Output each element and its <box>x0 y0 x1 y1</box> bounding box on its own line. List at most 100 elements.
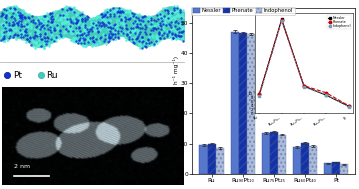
Point <box>61 31 66 34</box>
Point <box>80 33 85 36</box>
Point <box>4 11 10 14</box>
Point <box>107 9 113 12</box>
Circle shape <box>0 12 5 41</box>
Point <box>19 22 24 25</box>
Point <box>69 23 75 26</box>
Point <box>86 16 92 19</box>
Point <box>71 8 77 11</box>
Point <box>116 35 121 38</box>
Point <box>89 44 94 47</box>
Point <box>102 18 108 21</box>
Point <box>114 9 120 12</box>
Point <box>140 15 145 18</box>
Point <box>159 34 165 37</box>
Circle shape <box>17 10 25 39</box>
Point <box>15 22 21 25</box>
Point <box>117 19 123 22</box>
Point <box>151 43 157 46</box>
Point <box>66 26 72 29</box>
Point <box>139 41 145 44</box>
Point <box>64 10 69 13</box>
Point <box>5 29 11 32</box>
Point <box>82 18 88 21</box>
Point <box>28 20 34 23</box>
Point <box>108 32 113 35</box>
Point <box>103 12 109 15</box>
Point <box>41 46 47 49</box>
Point <box>159 16 164 19</box>
Circle shape <box>30 16 39 46</box>
Point <box>35 30 41 33</box>
Point <box>81 42 87 45</box>
Point <box>17 29 23 33</box>
Point <box>20 37 25 40</box>
Point <box>84 38 89 41</box>
Point <box>172 9 177 12</box>
Point <box>82 37 88 40</box>
Point <box>17 32 23 35</box>
Point <box>28 27 34 30</box>
Point <box>27 34 33 37</box>
Point <box>136 23 142 26</box>
Point <box>61 16 67 19</box>
Point <box>134 20 140 23</box>
Point <box>0 38 4 41</box>
Point <box>167 23 172 26</box>
Point <box>129 29 135 33</box>
Point <box>163 33 168 36</box>
Point <box>79 39 84 42</box>
Circle shape <box>99 13 109 44</box>
Point <box>46 45 52 48</box>
Point <box>158 27 164 30</box>
Point <box>164 7 169 10</box>
Circle shape <box>23 14 31 41</box>
Point <box>64 9 70 12</box>
Point <box>112 13 117 16</box>
Point <box>81 25 87 28</box>
Point <box>18 19 24 22</box>
Point <box>132 19 137 22</box>
Point <box>7 9 13 12</box>
Circle shape <box>152 15 160 42</box>
Point <box>123 10 129 13</box>
Point <box>102 9 108 12</box>
Point <box>178 30 184 33</box>
Point <box>139 46 145 50</box>
Point <box>12 7 18 10</box>
Point <box>41 43 46 46</box>
Point <box>34 44 40 47</box>
Point <box>88 26 94 29</box>
Point <box>99 24 105 27</box>
Point <box>71 40 76 43</box>
Point <box>155 38 161 41</box>
Point <box>112 38 118 41</box>
Point <box>63 27 69 30</box>
Point <box>17 29 23 32</box>
Circle shape <box>50 12 59 40</box>
Point <box>41 43 47 46</box>
Point <box>163 34 169 37</box>
Point <box>42 17 47 20</box>
Point <box>127 30 133 33</box>
Point <box>0 14 4 17</box>
Point <box>63 21 69 24</box>
Point <box>122 10 128 13</box>
Point <box>121 14 126 17</box>
Point <box>15 22 21 25</box>
Point <box>154 40 159 43</box>
Point <box>56 36 62 39</box>
Circle shape <box>149 16 158 44</box>
Point <box>3 29 9 32</box>
Point <box>39 37 45 40</box>
Point <box>64 16 70 19</box>
Point <box>48 32 53 35</box>
Circle shape <box>39 16 49 47</box>
Point <box>3 13 9 16</box>
Point <box>26 12 32 15</box>
Point <box>141 41 146 44</box>
Point <box>59 8 65 11</box>
Point <box>72 18 78 21</box>
Point <box>173 31 179 34</box>
Point <box>9 23 15 26</box>
Circle shape <box>147 16 156 45</box>
